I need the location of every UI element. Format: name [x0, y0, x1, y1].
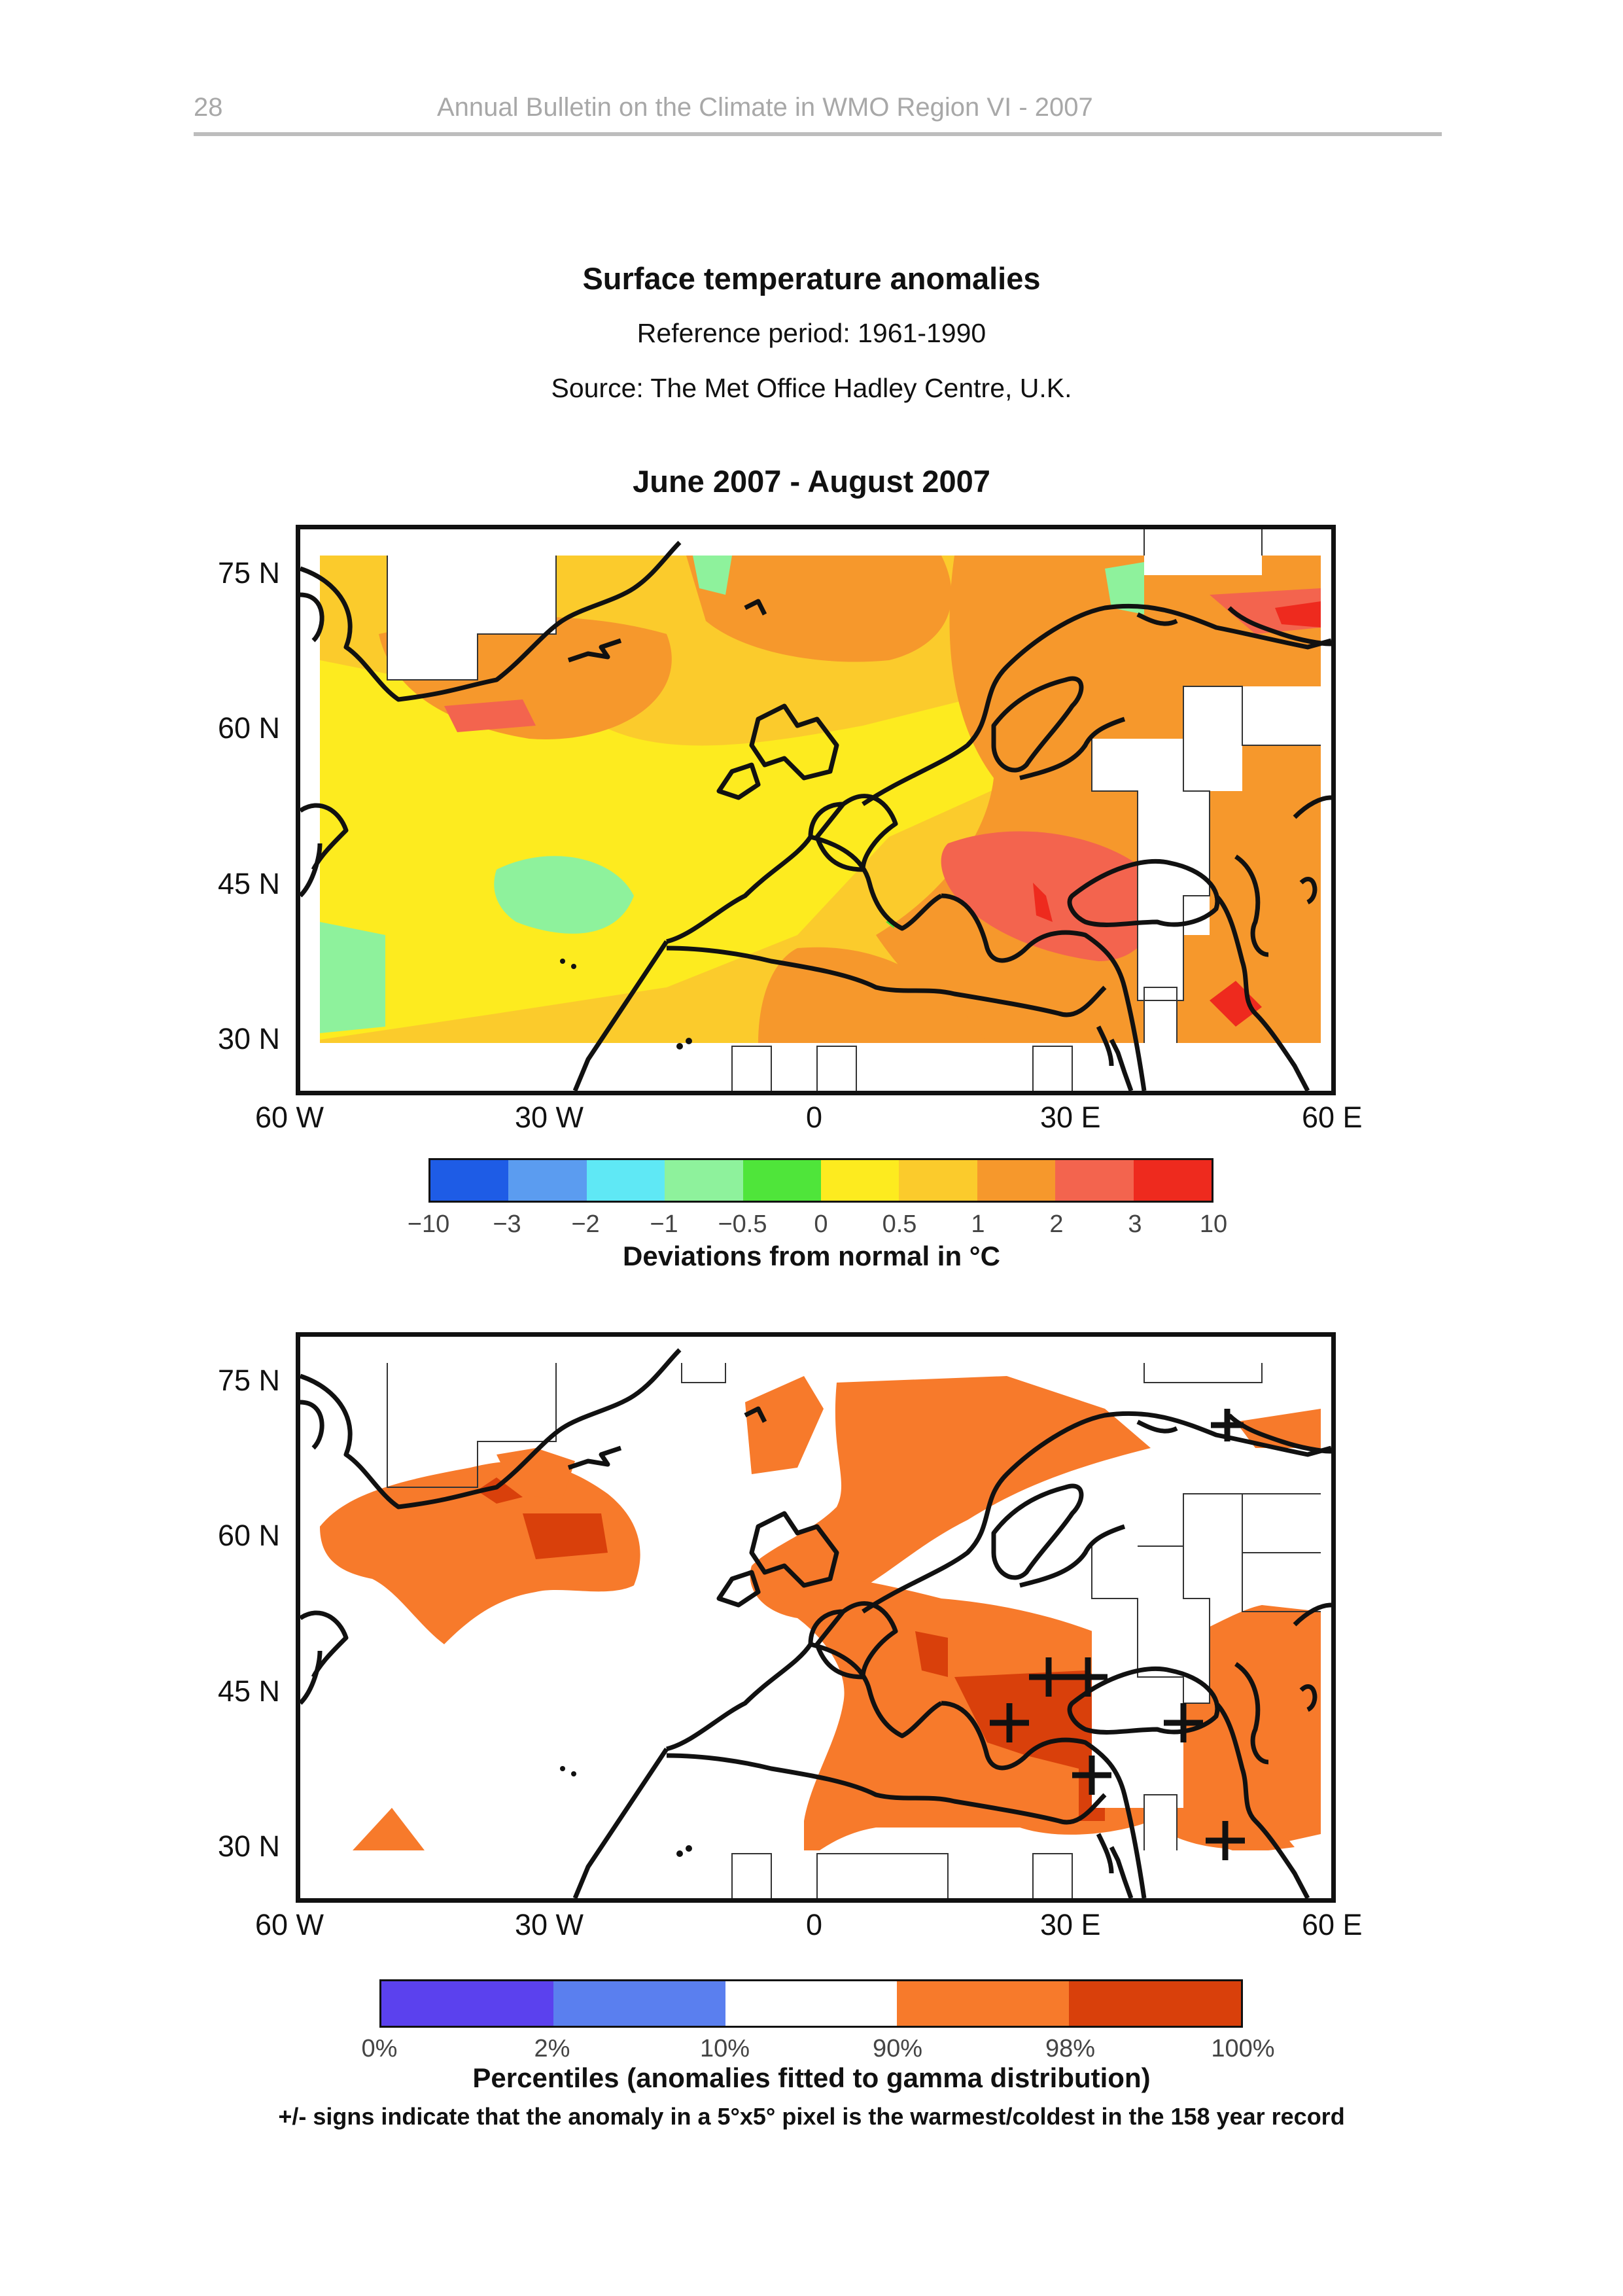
percentile-colorbar-swatch — [553, 1981, 725, 2026]
record-plus-markers — [990, 1409, 1245, 1860]
anomaly-colorbar-tick-label: −1 — [650, 1210, 678, 1238]
anomaly-colorbar-swatch — [430, 1160, 509, 1201]
lat-label-30: 30 N — [218, 1022, 281, 1055]
no-data-cells-map1 — [300, 529, 1331, 1091]
plus-marker — [1211, 1409, 1244, 1441]
anomaly-colorbar-swatch — [977, 1160, 1056, 1201]
anomaly-zone-darkred — [1033, 883, 1053, 922]
lat-label-60: 60 N — [218, 711, 281, 745]
anomaly-colorbar-tick-label: 1 — [971, 1210, 985, 1238]
percentile-colorbar-swatch — [897, 1981, 1070, 2026]
record-marker-note: +/- signs indicate that the anomaly in a… — [278, 2103, 1345, 2130]
lon-label-0-map2: 0 — [806, 1908, 823, 1941]
plus-marker — [1029, 1657, 1068, 1697]
running-title: Annual Bulletin on the Climate in WMO Re… — [437, 93, 1093, 122]
percentile-colorbar-tick-label: 2% — [534, 2035, 570, 2062]
anomaly-colorbar-tick-label: 10 — [1199, 1210, 1228, 1238]
percentile-map — [296, 1332, 1336, 1903]
anomaly-colorbar-tick-label: 0.5 — [882, 1210, 917, 1238]
lat-label-30-map2: 30 N — [218, 1829, 281, 1863]
anomaly-colorbar-swatch — [821, 1160, 899, 1201]
plus-marker — [990, 1703, 1029, 1742]
anomaly-colorbar-swatch — [742, 1160, 822, 1201]
lon-label-60w-map2: 60 W — [255, 1908, 324, 1941]
anomaly-colorbar-tick-label: −10 — [407, 1210, 450, 1238]
coastlines-map2 — [300, 1348, 1331, 1898]
anomaly-colorbar-swatch — [1055, 1160, 1134, 1201]
plus-marker — [1164, 1703, 1203, 1742]
anomaly-zone-green-atlantic — [494, 856, 634, 934]
percentile-legend-caption: Percentiles (anomalies fitted to gamma d… — [472, 2062, 1151, 2093]
page-number: 28 — [194, 93, 223, 122]
page-title: Surface temperature anomalies — [582, 261, 1041, 296]
percentile-colorbar-swatch — [1069, 1981, 1241, 2026]
lat-label-75-map2: 75 N — [218, 1364, 281, 1397]
data-source: Source: The Met Office Hadley Centre, U.… — [551, 373, 1072, 403]
lat-label-60-map2: 60 N — [218, 1519, 281, 1552]
anomaly-zone-yellow — [320, 660, 1020, 1040]
anomaly-colorbar-tick-label: 0 — [814, 1210, 828, 1238]
anomaly-colorbar-swatch — [586, 1160, 665, 1201]
percentile-colorbar — [379, 1979, 1243, 2028]
percentile-colorbar-swatch — [725, 1981, 898, 2026]
anomaly-colorbar-tick-label: 3 — [1128, 1210, 1142, 1238]
anomaly-colorbar-swatch — [665, 1160, 743, 1201]
percentile-zone-atlantic-high — [523, 1513, 608, 1559]
anomaly-legend-caption: Deviations from normal in °C — [623, 1241, 1000, 1271]
header-rule — [194, 132, 1442, 136]
plus-marker — [1072, 1756, 1111, 1795]
anomaly-colorbar-swatch — [899, 1160, 977, 1201]
lon-label-60w: 60 W — [255, 1101, 324, 1134]
lon-label-60e: 60 E — [1302, 1101, 1363, 1134]
anomaly-colorbar-tick-label: −2 — [571, 1210, 600, 1238]
lon-label-30e: 30 E — [1040, 1101, 1101, 1134]
anomaly-colorbar-tick-label: −3 — [493, 1210, 521, 1238]
lon-label-30w: 30 W — [515, 1101, 584, 1134]
percentile-colorbar-tick-label: 90% — [872, 2035, 923, 2062]
anomaly-zone-red-balkans — [941, 831, 1156, 961]
period-title: June 2007 - August 2007 — [633, 464, 990, 499]
percentile-colorbar-tick-label: 98% — [1045, 2035, 1096, 2062]
percentile-colorbar-tick-label: 10% — [699, 2035, 750, 2062]
percentile-colorbar-swatch — [381, 1981, 553, 2026]
lat-label-45: 45 N — [218, 867, 281, 900]
anomaly-colorbar-swatch — [508, 1160, 587, 1201]
anomaly-map — [296, 525, 1336, 1095]
lat-label-75: 75 N — [218, 556, 281, 590]
plus-marker — [1068, 1657, 1108, 1697]
anomaly-colorbar — [428, 1158, 1213, 1203]
percentile-colorbar-tick-label: 100% — [1211, 2035, 1275, 2062]
lon-label-0: 0 — [806, 1101, 823, 1134]
reference-period: Reference period: 1961-1990 — [637, 318, 986, 348]
percentile-colorbar-tick-label: 0% — [361, 2035, 398, 2062]
coastlines-map1 — [300, 540, 1331, 1091]
anomaly-colorbar-tick-label: 2 — [1049, 1210, 1064, 1238]
anomaly-colorbar-tick-label: −0.5 — [718, 1210, 767, 1238]
anomaly-colorbar-swatch — [1133, 1160, 1212, 1201]
lon-label-30e-map2: 30 E — [1040, 1908, 1101, 1941]
plus-marker — [1206, 1821, 1245, 1860]
anomaly-zone-orange-arctic — [686, 556, 952, 662]
lon-label-60e-map2: 60 E — [1302, 1908, 1363, 1941]
lon-label-30w-map2: 30 W — [515, 1908, 584, 1941]
percentile-zone-north-sea — [745, 1376, 824, 1474]
lat-label-45-map2: 45 N — [218, 1674, 281, 1708]
